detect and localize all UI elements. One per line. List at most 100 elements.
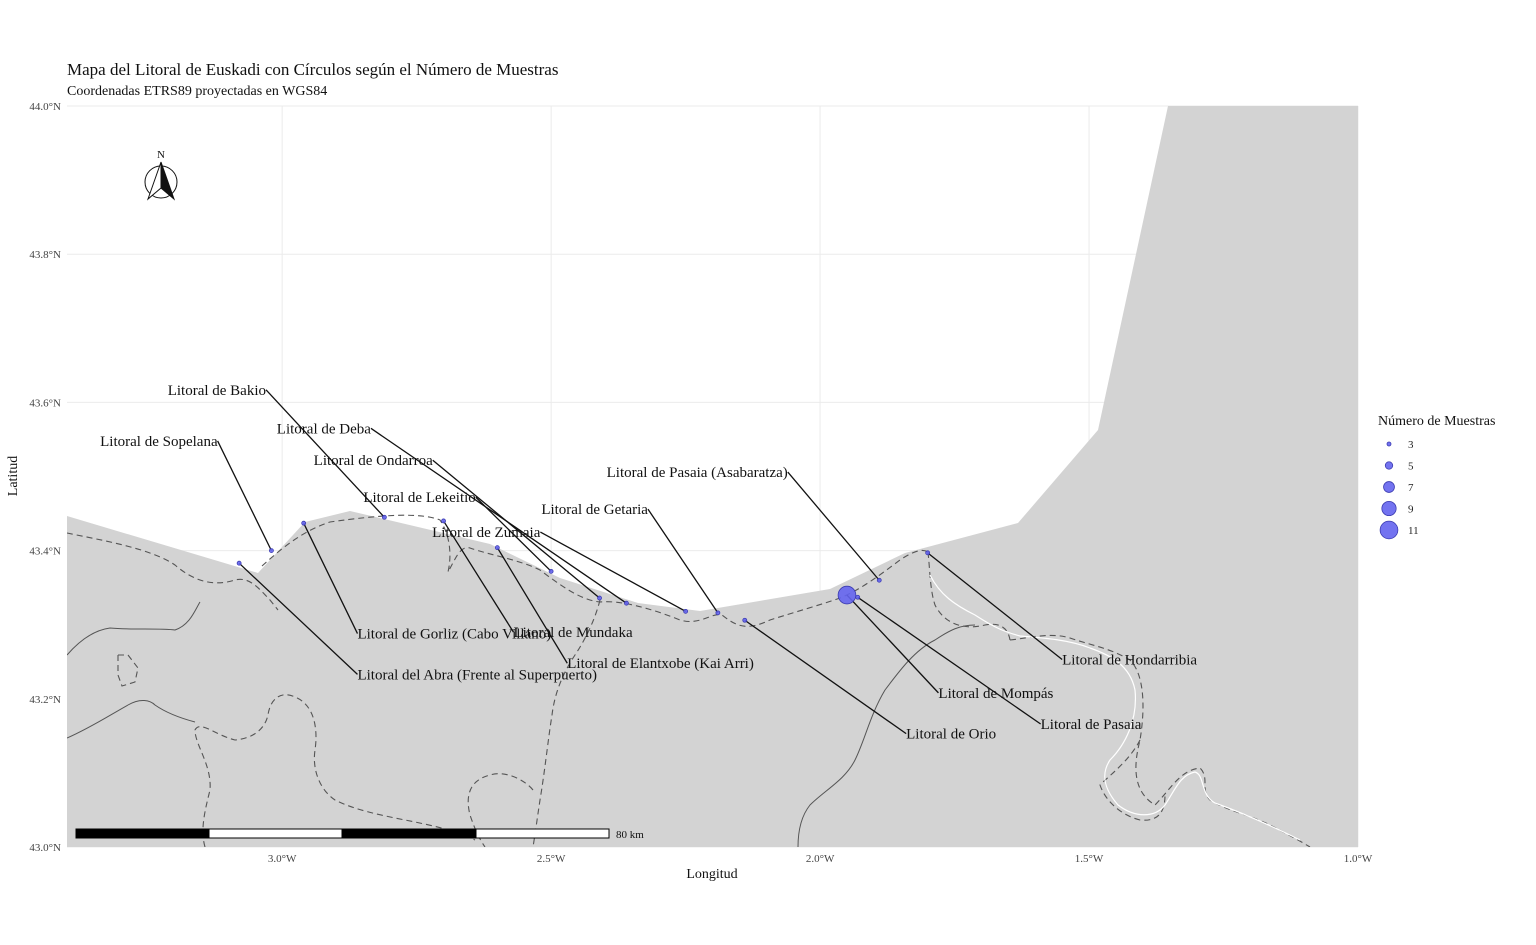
sample-point — [925, 550, 931, 556]
north-arrow-label: N — [157, 149, 165, 161]
x-axis-ticks: 3.0°W 2.5°W 2.0°W 1.5°W 1.0°W — [268, 853, 1373, 865]
legend-key — [1386, 441, 1392, 447]
leader-line — [540, 531, 686, 612]
point-label: Litoral de Orio — [906, 727, 996, 743]
legend-key — [1384, 461, 1394, 470]
sample-point — [837, 585, 857, 605]
x-tick-label: 2.5°W — [537, 853, 566, 865]
leader-line — [370, 427, 627, 604]
leader-lines — [217, 389, 1063, 735]
point-label: Litoral del Abra (Frente al Superpuerto) — [357, 667, 597, 683]
chart-title: Mapa del Litoral de Euskadi con Círculos… — [67, 60, 559, 79]
leader-line — [744, 619, 907, 735]
scale-segment — [208, 828, 343, 839]
point-label: Litoral de Gorliz (Cabo Villano) — [357, 627, 551, 643]
sample-point — [236, 560, 242, 566]
sample-point — [381, 514, 387, 520]
scale-segment — [341, 828, 477, 839]
leader-line — [432, 459, 600, 599]
legend-label: 11 — [1408, 525, 1419, 537]
y-tick-label: 43.4°N — [29, 546, 61, 558]
point-label: Litoral de Elantxobe (Kai Arri) — [567, 656, 754, 672]
scale-segment — [75, 828, 210, 839]
point-label: Litoral de Bakio — [168, 383, 266, 399]
land-layer — [67, 106, 1358, 847]
x-tick-label: 1.5°W — [1075, 853, 1104, 865]
point-label: Litoral de Pasaia — [1041, 717, 1142, 733]
point-label: Litoral de Mundaka — [513, 625, 632, 641]
y-tick-label: 43.2°N — [29, 694, 61, 706]
sample-point — [494, 545, 500, 551]
sample-point — [441, 518, 446, 524]
leader-line — [238, 562, 358, 675]
sample-points — [236, 514, 931, 623]
province-border — [467, 773, 534, 847]
river-line — [929, 574, 1301, 841]
y-tick-label: 43.8°N — [29, 249, 61, 261]
leader-line — [475, 496, 552, 572]
sample-point — [742, 617, 748, 623]
leader-line — [787, 471, 880, 581]
point-label: Litoral de Mompás — [938, 686, 1053, 702]
legend-key — [1381, 500, 1397, 517]
leader-line — [217, 440, 272, 551]
scale-bar: 80 km — [75, 828, 644, 841]
leader-line — [857, 596, 1041, 725]
point-label: Litoral de Lekeitio — [363, 490, 475, 506]
point-labels: Litoral de Sopelana Litoral del Abra (Fre… — [100, 383, 1197, 743]
leader-line — [846, 594, 939, 694]
legend: Número de Muestras 3 5 7 9 11 — [1378, 414, 1495, 540]
province-border — [117, 654, 139, 687]
legend-title: Número de Muestras — [1378, 414, 1495, 429]
legend-label: 7 — [1408, 482, 1414, 494]
point-label: Litoral de Deba — [277, 421, 371, 437]
point-label: Litoral de Sopelana — [100, 434, 218, 450]
y-axis-ticks: 43.0°N 43.2°N 43.4°N 43.6°N 43.8°N 44.0°N — [29, 101, 61, 854]
north-arrow-icon-dark — [160, 161, 176, 201]
x-tick-label: 1.0°W — [1344, 853, 1373, 865]
legend-key — [1379, 520, 1399, 540]
legend-label: 3 — [1408, 439, 1414, 451]
y-tick-label: 43.6°N — [29, 397, 61, 409]
province-border — [927, 551, 1011, 641]
x-axis-title: Longitud — [686, 867, 737, 882]
sample-point — [876, 577, 882, 583]
scale-bar-label: 80 km — [616, 829, 644, 841]
scale-segment — [475, 828, 610, 839]
leader-line — [647, 508, 719, 614]
x-tick-label: 2.0°W — [806, 853, 835, 865]
point-label: Litoral de Hondarribia — [1062, 653, 1197, 669]
leader-line — [303, 522, 359, 634]
legend-entries: 3 5 7 9 11 — [1379, 439, 1419, 540]
sample-point — [683, 608, 689, 614]
point-label: Litoral de Pasaia (Asabaratza) — [607, 465, 788, 481]
sample-point — [597, 595, 602, 601]
sample-point — [715, 610, 721, 616]
province-border — [67, 532, 279, 611]
municipal-border — [67, 700, 196, 739]
province-border — [1099, 739, 1166, 821]
sample-point — [548, 568, 554, 574]
north-arrow: N — [144, 149, 178, 201]
sample-point — [855, 594, 861, 600]
province-border — [194, 694, 476, 847]
province-border — [532, 599, 601, 847]
legend-key — [1383, 481, 1395, 493]
municipal-border — [797, 624, 976, 847]
sample-point — [301, 520, 307, 526]
x-tick-label: 3.0°W — [268, 853, 297, 865]
sample-point — [269, 548, 274, 553]
point-label: Litoral de Getaria — [541, 502, 648, 518]
leader-line — [496, 547, 568, 664]
y-tick-label: 43.0°N — [29, 842, 61, 854]
leader-line — [927, 552, 1063, 661]
legend-label: 9 — [1408, 504, 1414, 516]
municipal-border — [67, 601, 201, 656]
land-polygon — [67, 106, 1358, 847]
chart-subtitle: Coordenadas ETRS89 proyectadas en WGS84 — [67, 84, 328, 99]
leader-line — [442, 520, 515, 633]
y-axis-title: Latitud — [6, 456, 21, 496]
legend-label: 5 — [1408, 461, 1414, 473]
